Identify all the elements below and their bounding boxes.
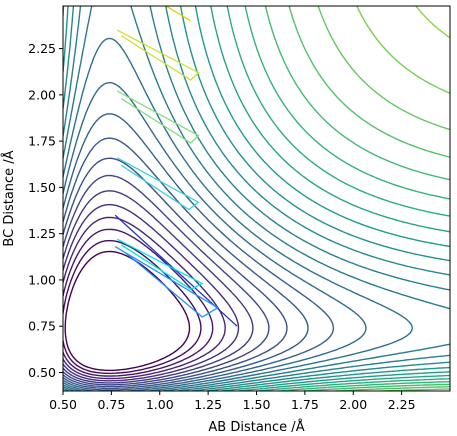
contour-level <box>63 6 450 391</box>
contour-level <box>63 113 335 391</box>
contour-level <box>63 137 309 390</box>
x-tick-label: 1.50 <box>243 397 271 412</box>
contour-level <box>356 6 450 94</box>
y-tick-label: 1.00 <box>28 272 56 287</box>
x-tick-label: 1.75 <box>291 397 319 412</box>
contour-level <box>63 157 288 388</box>
y-axis-label: BC Distance /Å <box>1 150 17 246</box>
y-tick-label: 2.25 <box>28 41 56 56</box>
x-axis-ticks: 0.50 0.75 1.00 1.25 1.50 1.75 2.00 2.25 <box>49 391 416 412</box>
contour-level <box>64 250 191 372</box>
y-tick-label: 1.75 <box>28 134 56 149</box>
trajectory-segment <box>164 6 192 22</box>
trajectory-segment <box>114 246 220 318</box>
trajectory-lines <box>114 6 238 327</box>
trajectory-segment <box>116 29 200 81</box>
contour-level <box>317 6 450 391</box>
x-tick-label: 1.25 <box>194 397 222 412</box>
x-tick-label: 1.00 <box>146 397 174 412</box>
contour-level <box>63 81 367 391</box>
contour-level <box>63 239 202 375</box>
trajectory-segment <box>116 238 204 290</box>
y-axis-ticks: 0.50 0.75 1.00 1.25 1.50 1.75 2.00 2.25 <box>28 41 63 380</box>
contour-level <box>244 6 450 391</box>
x-tick-label: 2.25 <box>388 397 416 412</box>
contour-level <box>63 6 450 391</box>
y-tick-label: 1.50 <box>28 180 56 195</box>
plot-background <box>63 6 450 391</box>
contour-level <box>63 174 270 386</box>
trajectory-segment <box>116 90 200 144</box>
contour-level <box>63 190 254 384</box>
x-tick-label: 0.75 <box>97 397 125 412</box>
contour-lines <box>63 6 450 391</box>
y-tick-label: 2.00 <box>28 87 56 102</box>
contour-level <box>63 37 413 391</box>
x-tick-label: 2.00 <box>339 397 367 412</box>
y-tick-label: 1.25 <box>28 226 56 241</box>
contour-level <box>415 6 450 39</box>
trajectory-segment <box>116 157 200 211</box>
x-tick-label: 0.50 <box>49 397 77 412</box>
y-tick-label: 0.50 <box>28 365 56 380</box>
y-tick-label: 0.75 <box>28 319 56 334</box>
x-axis-label: AB Distance /Å <box>208 419 304 435</box>
contour-level <box>63 203 240 382</box>
contour-level <box>288 6 450 391</box>
